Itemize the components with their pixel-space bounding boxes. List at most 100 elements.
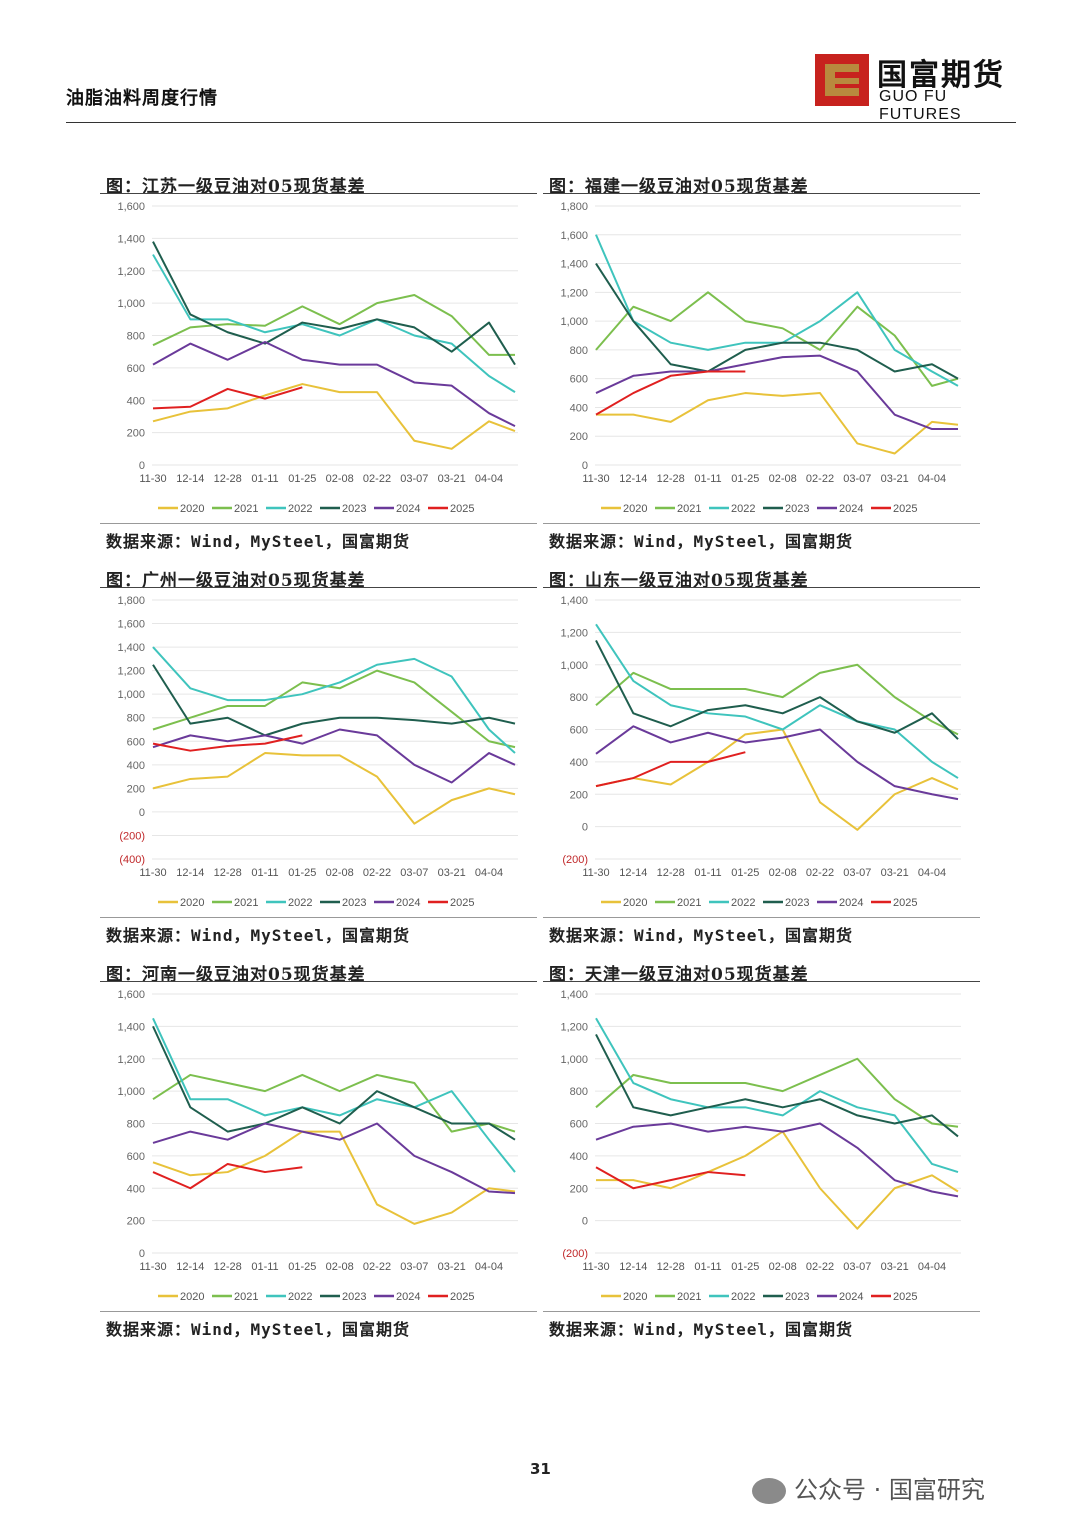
y-tick-label: 1,400 — [560, 595, 588, 607]
legend-label: 2024 — [839, 503, 863, 515]
x-tick-label: 02-08 — [769, 867, 797, 879]
y-tick-label: 400 — [570, 1151, 588, 1163]
y-tick-label: 1,400 — [117, 642, 145, 654]
x-tick-label: 02-22 — [806, 1261, 834, 1273]
y-tick-label: (200) — [562, 1248, 588, 1260]
series-line-2025 — [595, 751, 746, 788]
legend-label: 2024 — [839, 897, 863, 909]
x-tick-label: 11-30 — [582, 1261, 609, 1273]
y-tick-label: 600 — [127, 1151, 145, 1163]
logo-text-en: GUO FU FUTURES — [879, 88, 962, 123]
x-tick-label: 03-21 — [881, 473, 909, 485]
x-tick-label: 02-22 — [363, 473, 391, 485]
series-line-2025 — [152, 386, 303, 410]
x-tick-label: 01-11 — [251, 1261, 278, 1273]
series-line-2022 — [152, 254, 516, 394]
y-tick-label: 200 — [570, 1183, 588, 1195]
y-tick-label: 0 — [139, 1248, 145, 1260]
series-line-2024 — [595, 1122, 959, 1198]
series-line-2021 — [152, 1073, 516, 1133]
y-tick-label: 1,200 — [117, 266, 145, 278]
y-tick-label: 600 — [570, 374, 588, 386]
x-tick-label: 02-22 — [363, 867, 391, 879]
x-tick-label: 02-22 — [806, 867, 834, 879]
chart-bottom-divider — [100, 523, 537, 524]
y-tick-label: 1,200 — [560, 627, 588, 639]
chart-bottom-divider — [100, 1311, 537, 1312]
y-tick-label: 200 — [127, 783, 145, 795]
x-tick-label: 01-11 — [694, 867, 721, 879]
y-tick-label: 0 — [139, 807, 145, 819]
y-tick-label: (200) — [119, 830, 145, 842]
y-tick-label: 1,200 — [117, 666, 145, 678]
legend-label: 2022 — [288, 897, 312, 909]
y-tick-label: 1,200 — [560, 1021, 588, 1033]
series-line-2025 — [595, 1166, 746, 1190]
series-line-2024 — [595, 354, 958, 431]
x-tick-label: 12-28 — [657, 1261, 685, 1273]
y-tick-label: 800 — [127, 713, 145, 725]
line-chart: 0 200 400 600 800 1,000 1,200 1,400 1,600 1,800 11… — [560, 201, 961, 515]
wechat-watermark: 公众号 · 国富研究 — [752, 1470, 985, 1505]
series-line-2021 — [595, 291, 959, 387]
y-tick-label: 1,400 — [117, 233, 145, 245]
x-tick-label: 01-11 — [694, 1261, 721, 1273]
legend-label: 2025 — [450, 503, 474, 515]
legend-label: 2025 — [450, 1291, 474, 1303]
title-divider — [543, 981, 980, 982]
x-tick-label: 01-25 — [288, 1261, 316, 1273]
series-line-2021 — [595, 1057, 959, 1128]
y-tick-label: 600 — [570, 725, 588, 737]
series-line-2022 — [595, 234, 959, 387]
legend-label: 2022 — [288, 1291, 312, 1303]
wechat-icon — [752, 1478, 786, 1504]
x-tick-label: 11-30 — [582, 867, 609, 879]
data-source-note: 数据来源：Wind，MySteel，国富期货 — [106, 926, 410, 945]
y-tick-label: 1,600 — [117, 619, 145, 631]
x-tick-label: 03-21 — [438, 867, 466, 879]
x-tick-label: 01-25 — [288, 867, 316, 879]
y-tick-label: 200 — [127, 1216, 145, 1228]
y-tick-label: 1,800 — [560, 201, 588, 213]
y-tick-label: 1,600 — [117, 989, 145, 1001]
logo-text-cn: 国富期货 — [877, 58, 1005, 93]
x-tick-label: 02-08 — [326, 473, 354, 485]
chart-bottom-divider — [543, 1311, 980, 1312]
report-title: 油脂油料周度行情 — [66, 88, 218, 109]
y-tick-label: 1,600 — [560, 230, 588, 242]
chart-panel-jiangsu: 图：江苏一级豆油对05现货基差 0 200 400 600 800 1,000 1,200 1,… — [100, 172, 537, 552]
x-tick-label: 03-07 — [843, 867, 871, 879]
legend-label: 2021 — [677, 503, 701, 515]
x-tick-label: 03-21 — [438, 473, 466, 485]
title-divider — [543, 193, 980, 194]
x-tick-label: 03-21 — [881, 867, 909, 879]
x-tick-label: 11-30 — [582, 473, 609, 485]
y-tick-label: 1,000 — [560, 1054, 588, 1066]
y-tick-label: 1,000 — [117, 1086, 145, 1098]
series-line-2022 — [152, 1017, 516, 1173]
chart-panel-tianjin: 图：天津一级豆油对05现货基差 (200) 0 200 400 600 800 1,000 1,… — [543, 960, 980, 1340]
legend-label: 2022 — [731, 897, 755, 909]
x-tick-label: 02-08 — [326, 1261, 354, 1273]
x-tick-label: 04-04 — [918, 1261, 946, 1273]
y-tick-label: 1,400 — [560, 259, 588, 271]
x-tick-label: 12-14 — [176, 473, 204, 485]
page-number: 31 — [530, 1460, 551, 1478]
series-line-2025 — [152, 1162, 303, 1190]
x-tick-label: 11-30 — [139, 1261, 166, 1273]
legend-label: 2022 — [731, 1291, 755, 1303]
line-chart: 0 200 400 600 800 1,000 1,200 1,400 1,600 11-30 12… — [117, 989, 518, 1303]
x-tick-label: 01-25 — [288, 473, 316, 485]
series-line-2024 — [152, 1122, 516, 1195]
series-line-2024 — [595, 725, 959, 801]
x-tick-label: 03-07 — [400, 867, 428, 879]
legend-label: 2021 — [234, 897, 258, 909]
y-tick-label: 600 — [127, 736, 145, 748]
y-tick-label: 1,400 — [117, 1021, 145, 1033]
x-tick-label: 02-08 — [326, 867, 354, 879]
chart-panel-guangzhou: 图：广州一级豆油对05现货基差 (400) (200) 0 200 400 600 800 1,… — [100, 566, 537, 946]
series-line-2023 — [595, 1034, 959, 1138]
series-line-2022 — [595, 623, 959, 779]
y-tick-label: 0 — [139, 460, 145, 472]
chart-panel-shandong: 图：山东一级豆油对05现货基差 (200) 0 200 400 600 800 1,000 1,… — [543, 566, 980, 946]
